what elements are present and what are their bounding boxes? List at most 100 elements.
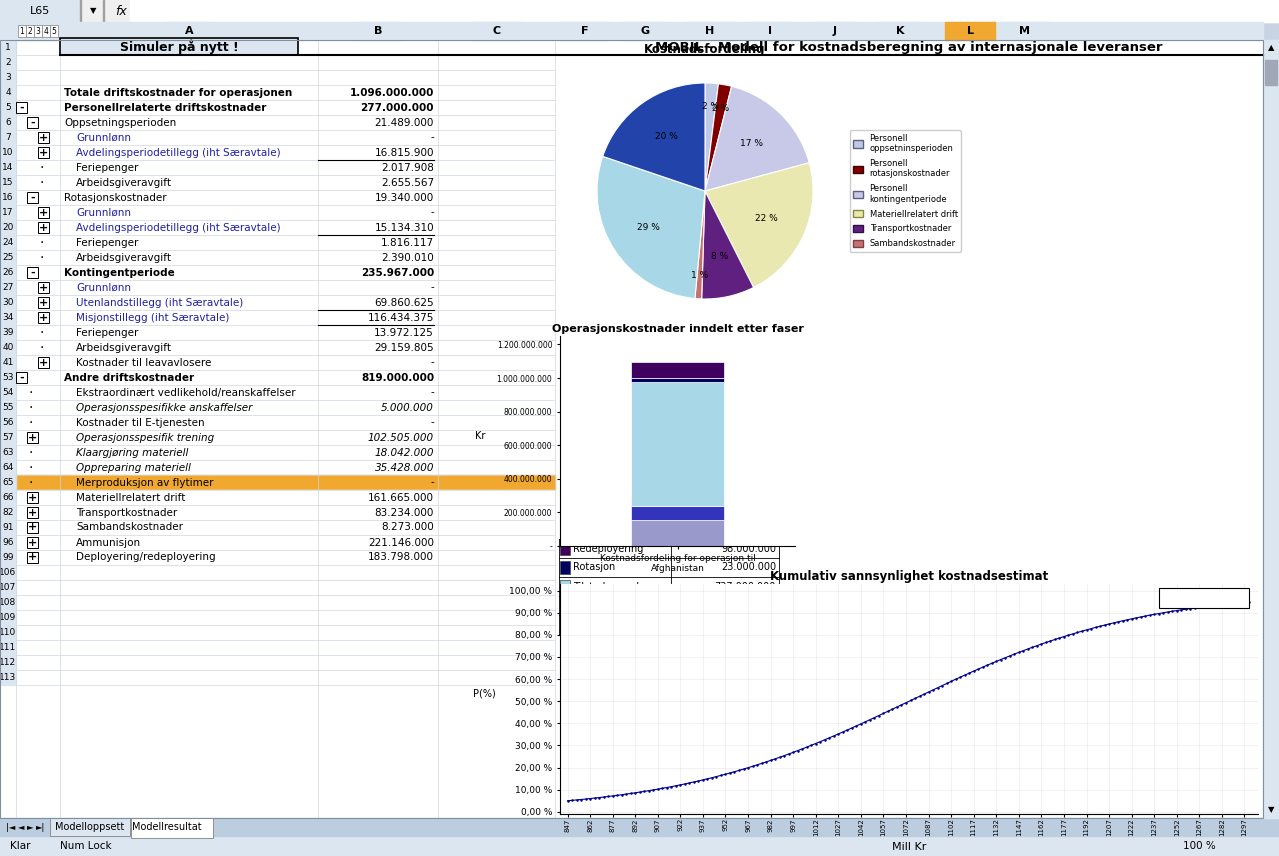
Bar [27, 432, 38, 443]
Bar [0, 565, 555, 580]
Bar [38, 147, 49, 158]
Bar [0, 160, 555, 175]
Bar [0, 505, 555, 520]
Bar [810, 22, 859, 40]
Bar [0, 595, 17, 610]
Text: 40: 40 [3, 343, 14, 352]
Bar [0, 175, 555, 190]
Bar [0, 115, 17, 130]
Bar [0, 640, 17, 655]
Bar [0, 475, 555, 490]
Text: -: - [430, 358, 434, 367]
Text: 106: 106 [0, 568, 17, 577]
Bar [560, 561, 570, 574]
Text: 113: 113 [0, 673, 17, 682]
Bar [472, 22, 522, 40]
Text: 29.159.805: 29.159.805 [375, 342, 434, 353]
Bar [27, 507, 38, 518]
Bar [0, 115, 555, 130]
Bar [0, 325, 17, 340]
Bar [0, 355, 555, 370]
Text: 83.234.000: 83.234.000 [375, 508, 434, 518]
Bar [686, 22, 735, 40]
Bar [0, 565, 17, 580]
Bar [0, 535, 555, 550]
Text: I: I [767, 26, 773, 36]
Text: +: + [28, 492, 37, 502]
Bar [0, 295, 555, 310]
Bar [0, 475, 17, 490]
Text: -: - [31, 117, 35, 128]
Text: Simuler på nytt !: Simuler på nytt ! [120, 39, 238, 54]
Text: Totale driftskostnader for operasjonen: Totale driftskostnader for operasjonen [64, 87, 292, 98]
Text: H: H [706, 26, 715, 36]
Bar [0, 550, 17, 565]
Text: ·: · [29, 385, 33, 400]
Bar [560, 618, 570, 631]
Bar [0, 235, 555, 250]
Text: 5.000.000: 5.000.000 [381, 402, 434, 413]
Text: 5: 5 [51, 27, 56, 35]
Bar [0, 445, 17, 460]
Text: ▼: ▼ [90, 7, 96, 15]
Text: +: + [38, 312, 49, 323]
Text: 27: 27 [3, 283, 14, 292]
Text: 112: 112 [0, 658, 17, 667]
Text: 13.972.125: 13.972.125 [375, 328, 434, 337]
Bar [0, 385, 17, 400]
Title: Operasjonskostnader inndelt etter faser: Operasjonskostnader inndelt etter faser [551, 324, 803, 334]
Bar [0, 415, 17, 430]
Bar [0, 836, 1279, 856]
Bar [0, 355, 17, 370]
Bar [0, 415, 555, 430]
Text: J: J [833, 26, 836, 36]
Text: +: + [28, 508, 37, 518]
Bar [0, 70, 555, 85]
Bar [632, 362, 724, 378]
Y-axis label: P(%): P(%) [473, 689, 496, 699]
Text: Ammunisjon: Ammunisjon [75, 538, 141, 548]
Text: 221.146.000: 221.146.000 [368, 538, 434, 548]
Bar [0, 310, 17, 325]
Bar [0, 85, 555, 100]
Text: 20: 20 [3, 223, 14, 232]
Text: +: + [38, 223, 49, 233]
Bar [27, 537, 38, 548]
Text: 17: 17 [3, 208, 14, 217]
Text: 7: 7 [5, 133, 12, 142]
Text: 34: 34 [3, 313, 14, 322]
Bar [17, 102, 27, 113]
Bar [0, 130, 555, 145]
Bar [560, 599, 570, 612]
Bar [0, 385, 555, 400]
Text: 3: 3 [36, 27, 41, 35]
Bar [0, 655, 555, 670]
Bar [0, 370, 555, 385]
Text: 82: 82 [3, 508, 14, 517]
Bar [38, 357, 49, 368]
Text: Ekstraordinært vedlikehold/reanskaffelser: Ekstraordinært vedlikehold/reanskaffelse… [75, 388, 295, 397]
Text: 5: 5 [5, 103, 12, 112]
Bar [0, 580, 555, 595]
X-axis label: Mill Kr: Mill Kr [891, 841, 926, 852]
Text: M: M [1019, 26, 1031, 36]
Bar [0, 400, 555, 415]
Text: 57: 57 [3, 433, 14, 442]
Text: |◄: |◄ [6, 823, 15, 831]
Text: 107: 107 [0, 583, 17, 592]
Bar [353, 22, 403, 40]
Wedge shape [597, 157, 705, 299]
Bar [0, 205, 17, 220]
Text: 54: 54 [3, 388, 14, 397]
Text: Avdelingsperiodetillegg (iht Særavtale): Avdelingsperiodetillegg (iht Særavtale) [75, 147, 280, 158]
Text: ·: · [40, 251, 45, 265]
Title: Kostnadsfordeling: Kostnadsfordeling [645, 43, 766, 56]
Bar [0, 190, 555, 205]
Wedge shape [705, 163, 813, 288]
Bar [0, 55, 17, 70]
Text: 18.042.000: 18.042.000 [375, 448, 434, 457]
Text: Arbeidsgiveravgift: Arbeidsgiveravgift [75, 177, 171, 187]
Bar [0, 445, 555, 460]
Text: 29 %: 29 % [637, 223, 660, 232]
Text: Sambandskostnader: Sambandskostnader [75, 522, 183, 532]
